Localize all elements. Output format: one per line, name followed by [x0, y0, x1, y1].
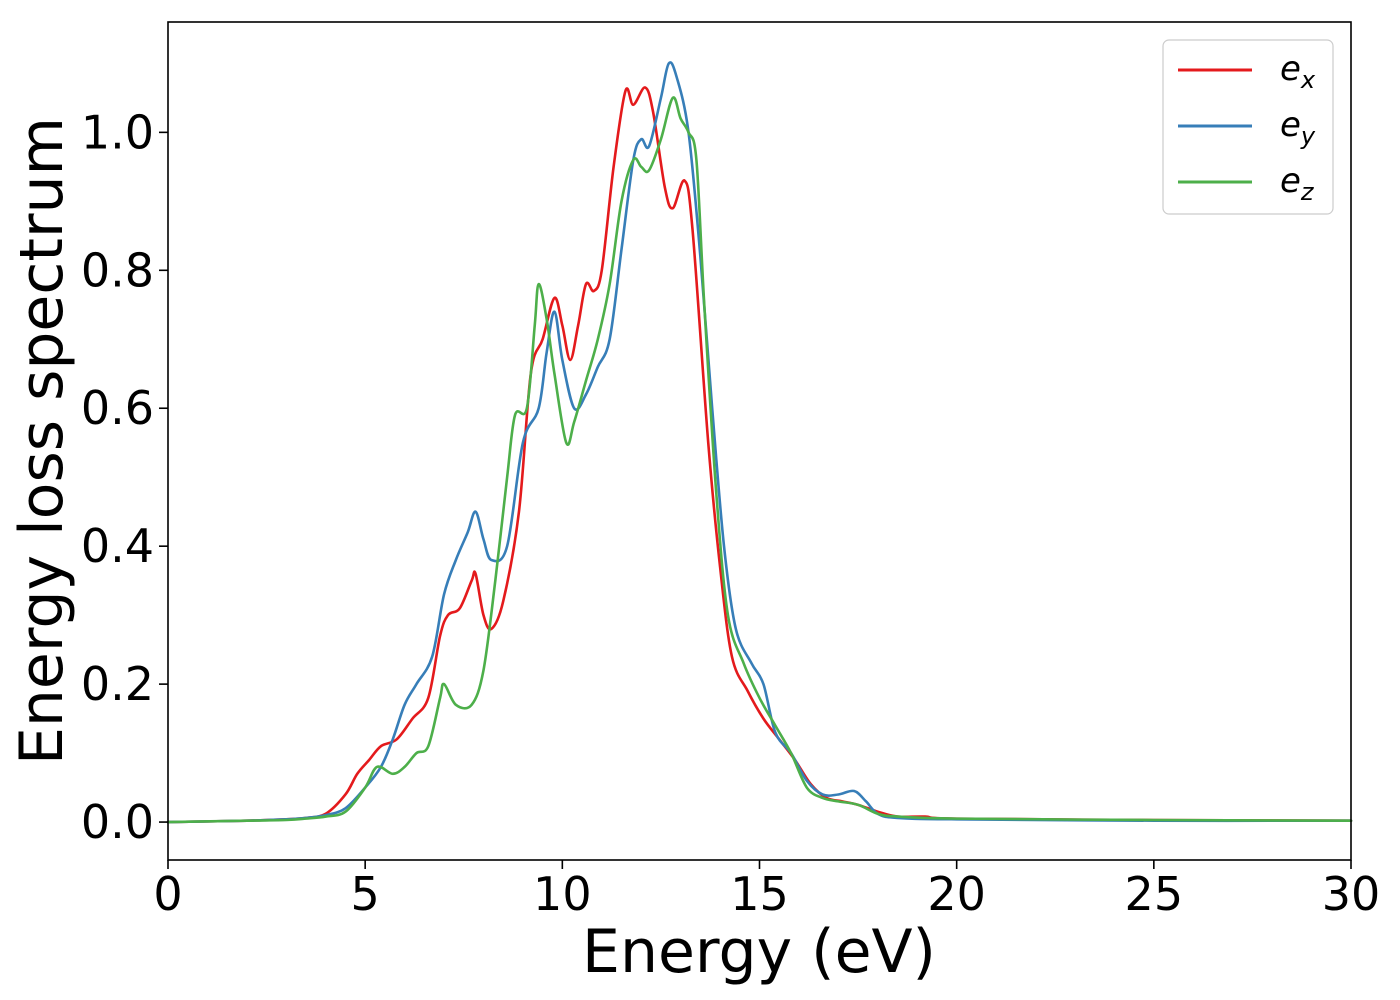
- legend-label-e-y: ey: [1280, 105, 1316, 150]
- series-line-e-y: [166, 61, 1353, 824]
- series-group: [166, 61, 1353, 824]
- legend-label-base: e: [1280, 105, 1301, 145]
- series-line-e-z: [166, 96, 1353, 824]
- legend-label-subscript: y: [1300, 122, 1316, 150]
- legend-label-base: e: [1280, 49, 1301, 89]
- legend-label-e-z: ez: [1280, 161, 1315, 206]
- x-axis: 0 5 10 15 20 25 30: [153, 860, 1380, 921]
- legend-label-subscript: x: [1300, 66, 1316, 94]
- y-tick-label: 0.8: [81, 243, 154, 297]
- y-tick-label: 0.6: [81, 381, 154, 435]
- x-axis-label: Energy (eV): [582, 917, 936, 987]
- x-tick-label: 0: [153, 867, 182, 921]
- x-tick-label: 5: [351, 867, 380, 921]
- x-tick-label: 10: [533, 867, 592, 921]
- legend-label-base: e: [1280, 161, 1301, 201]
- y-axis-label: Energy loss spectrum: [7, 117, 77, 765]
- x-tick-label: 20: [927, 867, 986, 921]
- x-tick-label: 25: [1125, 867, 1184, 921]
- y-tick-label: 1.0: [81, 105, 154, 159]
- y-tick-label: 0.2: [81, 657, 154, 711]
- y-tick-label: 0.4: [81, 519, 154, 573]
- y-axis: 0.0 0.2 0.4 0.6 0.8 1.0: [81, 105, 168, 849]
- y-tick-label: 0.0: [81, 795, 154, 849]
- legend-label-e-x: ex: [1280, 49, 1316, 94]
- legend-label-subscript: z: [1300, 178, 1315, 206]
- x-tick-label: 15: [730, 867, 789, 921]
- plot-background: [168, 22, 1351, 860]
- x-tick-label: 30: [1322, 867, 1381, 921]
